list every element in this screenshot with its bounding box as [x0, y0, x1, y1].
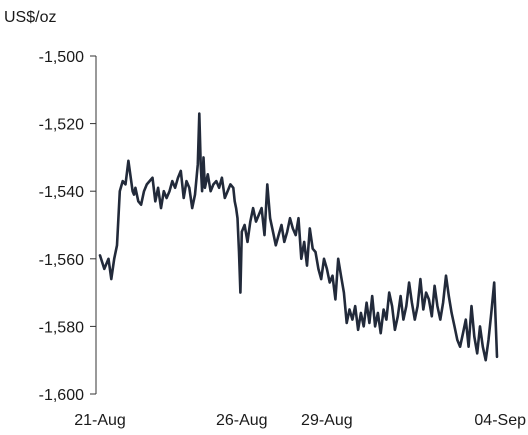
x-axis-ticks: 21-Aug 26-Aug 29-Aug 04-Sep	[74, 412, 526, 429]
y-tick-label: -1,560	[39, 252, 84, 269]
y-tick-label: -1,500	[39, 49, 84, 66]
x-tick-label: 26-Aug	[216, 412, 268, 429]
y-tick-label: -1,520	[39, 117, 84, 134]
x-tick-label: 29-Aug	[301, 412, 353, 429]
y-tick-label: -1,600	[39, 387, 84, 404]
y-axis-unit-label: US$/oz	[4, 9, 56, 26]
series-line	[98, 112, 499, 362]
y-tick-label: -1,580	[39, 319, 84, 336]
x-tick-label: 21-Aug	[74, 412, 126, 429]
y-tick-label: -1,540	[39, 184, 84, 201]
x-tick-label: 04-Sep	[474, 412, 526, 429]
y-axis-ticks: -1,500 -1,520 -1,540 -1,560 -1,580 -1,600	[39, 49, 96, 404]
